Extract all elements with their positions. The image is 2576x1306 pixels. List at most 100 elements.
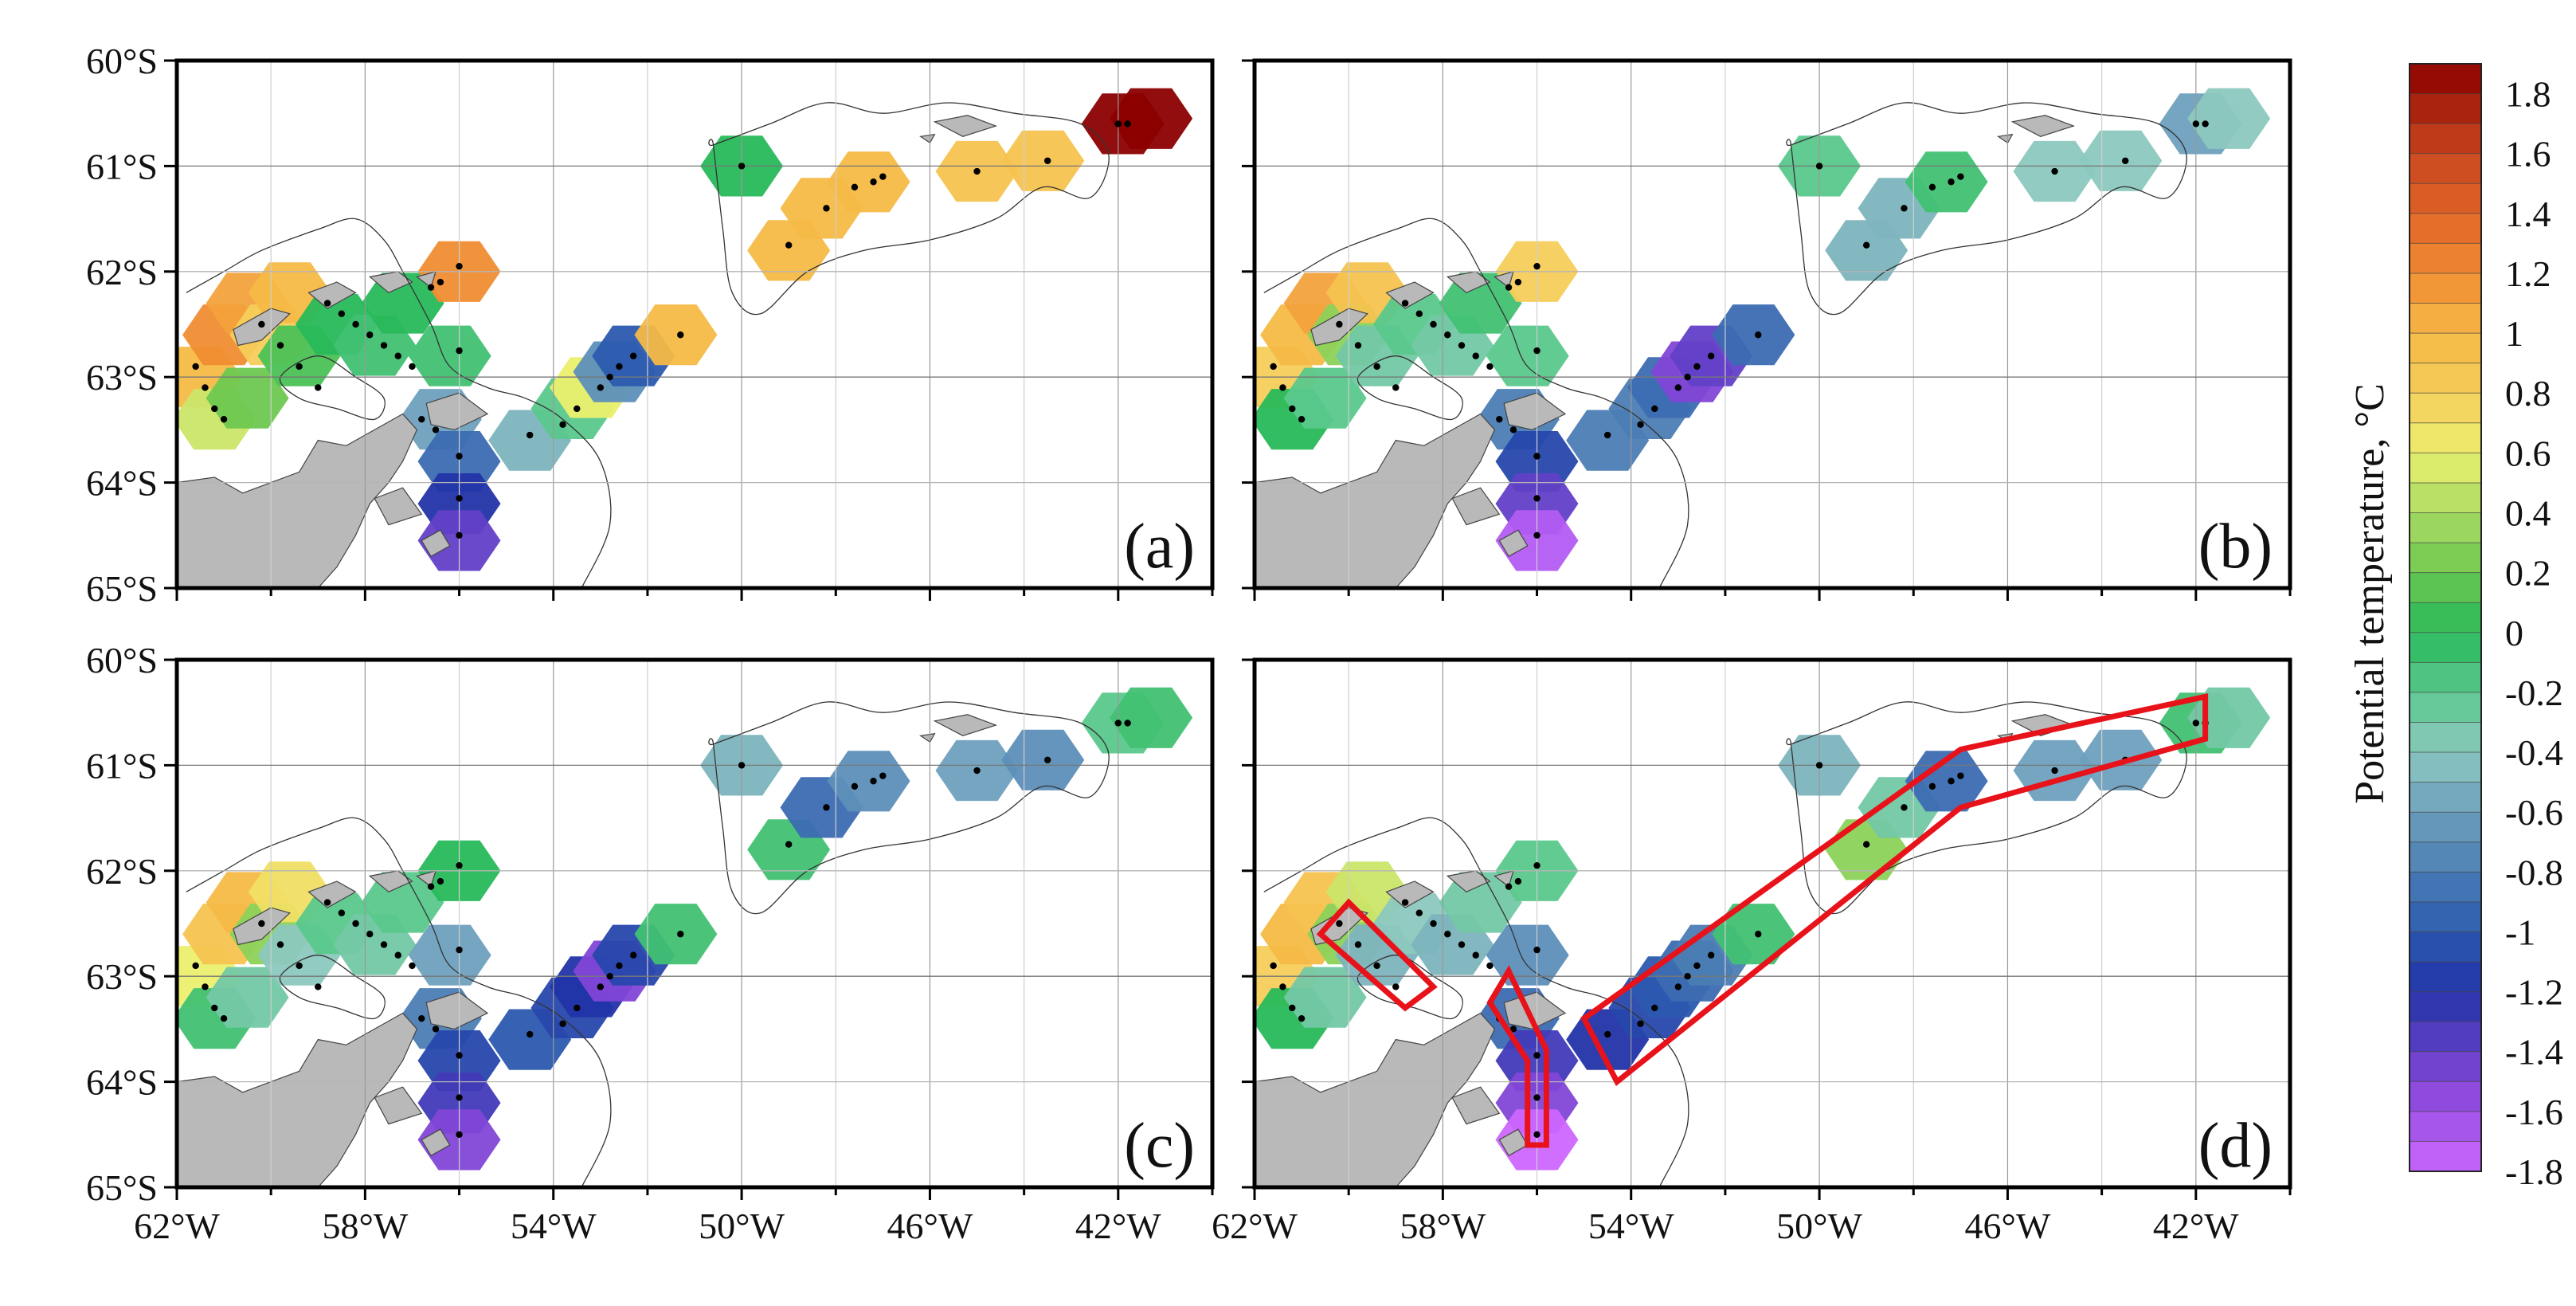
station-dot <box>1444 931 1451 938</box>
colorbar-bin <box>2410 64 2481 95</box>
station-dot <box>1336 920 1343 928</box>
bathymetry-contours <box>1263 102 2187 588</box>
weddell-scotia-box <box>1580 692 2209 1086</box>
station-dot <box>1928 183 1936 191</box>
island <box>918 732 936 743</box>
station-dot <box>1693 962 1701 970</box>
station-dot <box>1637 1020 1644 1027</box>
station-dot <box>437 877 444 885</box>
longitude-label: 62°W <box>1212 1206 1298 1246</box>
colorbar-tick-label: 0.6 <box>2505 433 2551 473</box>
station-dot <box>738 762 746 769</box>
latitude-label: 60°S <box>86 41 158 81</box>
colorbar-tick-label: 0.2 <box>2505 553 2551 594</box>
colorbar-bin <box>2410 1141 2481 1172</box>
latitude-label: 62°S <box>86 252 158 292</box>
station-dot <box>432 426 440 433</box>
station-dot <box>409 962 416 970</box>
station-dot <box>1651 1004 1658 1012</box>
colorbar-bin <box>2410 303 2481 334</box>
colorbar-bin <box>2410 572 2481 603</box>
latitude-label: 61°S <box>86 146 158 186</box>
station-dot <box>1270 363 1277 371</box>
island <box>1385 880 1435 908</box>
colorbar-bin <box>2410 991 2481 1022</box>
temperature-cell <box>408 924 491 986</box>
latitude-label: 61°S <box>86 745 158 786</box>
station-dot <box>606 973 613 980</box>
axis-ticks <box>1242 59 2292 601</box>
island <box>1498 529 1529 558</box>
station-dot <box>1533 946 1541 954</box>
station-dot <box>574 405 581 413</box>
station-dot <box>1124 120 1131 127</box>
station-dot <box>1948 178 1955 186</box>
depth-contour <box>186 817 612 1187</box>
latitude-label: 60°S <box>86 640 158 680</box>
station-dot <box>1486 363 1494 371</box>
temperature-cell <box>1001 729 1085 790</box>
station-dot <box>323 899 331 906</box>
axis-ticks <box>164 59 1214 601</box>
station-dot <box>1373 363 1380 371</box>
station-dot <box>456 946 463 954</box>
island <box>1503 392 1567 431</box>
colorbar-bin <box>2410 1051 2481 1082</box>
latitude-label: 64°S <box>86 1062 158 1103</box>
station-dot <box>394 352 401 359</box>
longitude-label: 54°W <box>511 1206 597 1246</box>
station-dot <box>276 342 284 349</box>
island <box>1494 869 1514 888</box>
station-dot <box>1684 374 1691 381</box>
colorbar-bin <box>2410 422 2481 453</box>
longitude-label: 50°W <box>1776 1206 1862 1246</box>
station-dot <box>1392 384 1400 391</box>
station-dot <box>211 1004 218 1012</box>
station-dot <box>2192 720 2200 727</box>
depth-contour <box>186 218 612 588</box>
panel-frame <box>1252 657 2292 1190</box>
temperature-cell <box>361 872 444 933</box>
station-markers <box>1270 120 2209 539</box>
island <box>933 115 998 137</box>
temperature-cell <box>1486 325 1569 386</box>
station-dot <box>2192 120 2200 127</box>
station-dot <box>192 962 199 970</box>
panel-frame <box>1252 58 2292 590</box>
map-panel-a: 60°S 61°S 62°S 63°S 64°S 65°S (a) <box>86 41 1215 609</box>
graticule <box>177 61 1212 588</box>
colorbar: 1.8 1.6 1.4 1.2 1 0.8 0.6 0.4 0.2 0 -0.2 -0.4 -0.6 -0… <box>2347 63 2563 1192</box>
station-dot <box>1279 983 1286 990</box>
station-dot <box>315 983 322 990</box>
land <box>177 115 998 588</box>
station-dot <box>597 983 605 990</box>
depth-contour <box>1263 218 1689 588</box>
longitude-label: 42°W <box>2153 1206 2239 1246</box>
island <box>425 991 489 1030</box>
station-dot <box>418 1014 425 1022</box>
temperature-cell <box>2187 687 2271 748</box>
station-dot <box>456 1131 463 1139</box>
station-dot <box>456 495 463 502</box>
colorbar-bin <box>2410 872 2481 903</box>
station-dot <box>870 178 877 186</box>
station-dot <box>276 941 284 948</box>
temperature-cell <box>1712 304 1795 366</box>
station-dot <box>427 883 435 890</box>
temperature-cell <box>1439 872 1522 933</box>
colorbar-bin <box>2410 183 2481 214</box>
temperature-cell <box>408 325 491 386</box>
station-dot <box>1401 899 1409 906</box>
colorbar-tick-label: -1.4 <box>2505 1032 2563 1073</box>
island <box>368 271 413 294</box>
island <box>421 1128 451 1157</box>
station-dot <box>1533 861 1541 869</box>
longitude-label: 54°W <box>1588 1206 1674 1246</box>
station-dot <box>2121 157 2129 164</box>
station-dot <box>597 384 605 391</box>
longitude-label: 62°W <box>134 1206 220 1246</box>
colorbar-tick-label: -1.2 <box>2505 972 2563 1013</box>
station-dot <box>2051 167 2058 175</box>
colorbar-bin <box>2410 931 2481 963</box>
colorbar-bin <box>2410 213 2481 245</box>
